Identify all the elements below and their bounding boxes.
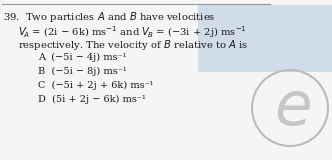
Text: $e$: $e$ — [274, 78, 310, 138]
Text: B  (−5i − 8j) ms⁻¹: B (−5i − 8j) ms⁻¹ — [38, 67, 127, 76]
Text: A  (−5i − 4j) ms⁻¹: A (−5i − 4j) ms⁻¹ — [38, 53, 126, 62]
Bar — [198, 5, 332, 72]
Text: respectively. The velocity of $\mathit{B}$ relative to $\mathit{A}$ is: respectively. The velocity of $\mathit{B… — [18, 38, 248, 52]
Text: D  (5i + 2j − 6k) ms⁻¹: D (5i + 2j − 6k) ms⁻¹ — [38, 95, 146, 104]
Text: $V_{\!A}$ = (2i $-$ 6k) ms$^{-1}$ and $V_{\!B}$ = ($-$3i + 2j) ms$^{-1}$: $V_{\!A}$ = (2i $-$ 6k) ms$^{-1}$ and $V… — [18, 24, 247, 40]
Text: C  (−5i + 2j + 6k) ms⁻¹: C (−5i + 2j + 6k) ms⁻¹ — [38, 81, 154, 90]
Text: 39.  Two particles $\mathit{A}$ and $\mathit{B}$ have velocities: 39. Two particles $\mathit{A}$ and $\mat… — [3, 10, 215, 24]
